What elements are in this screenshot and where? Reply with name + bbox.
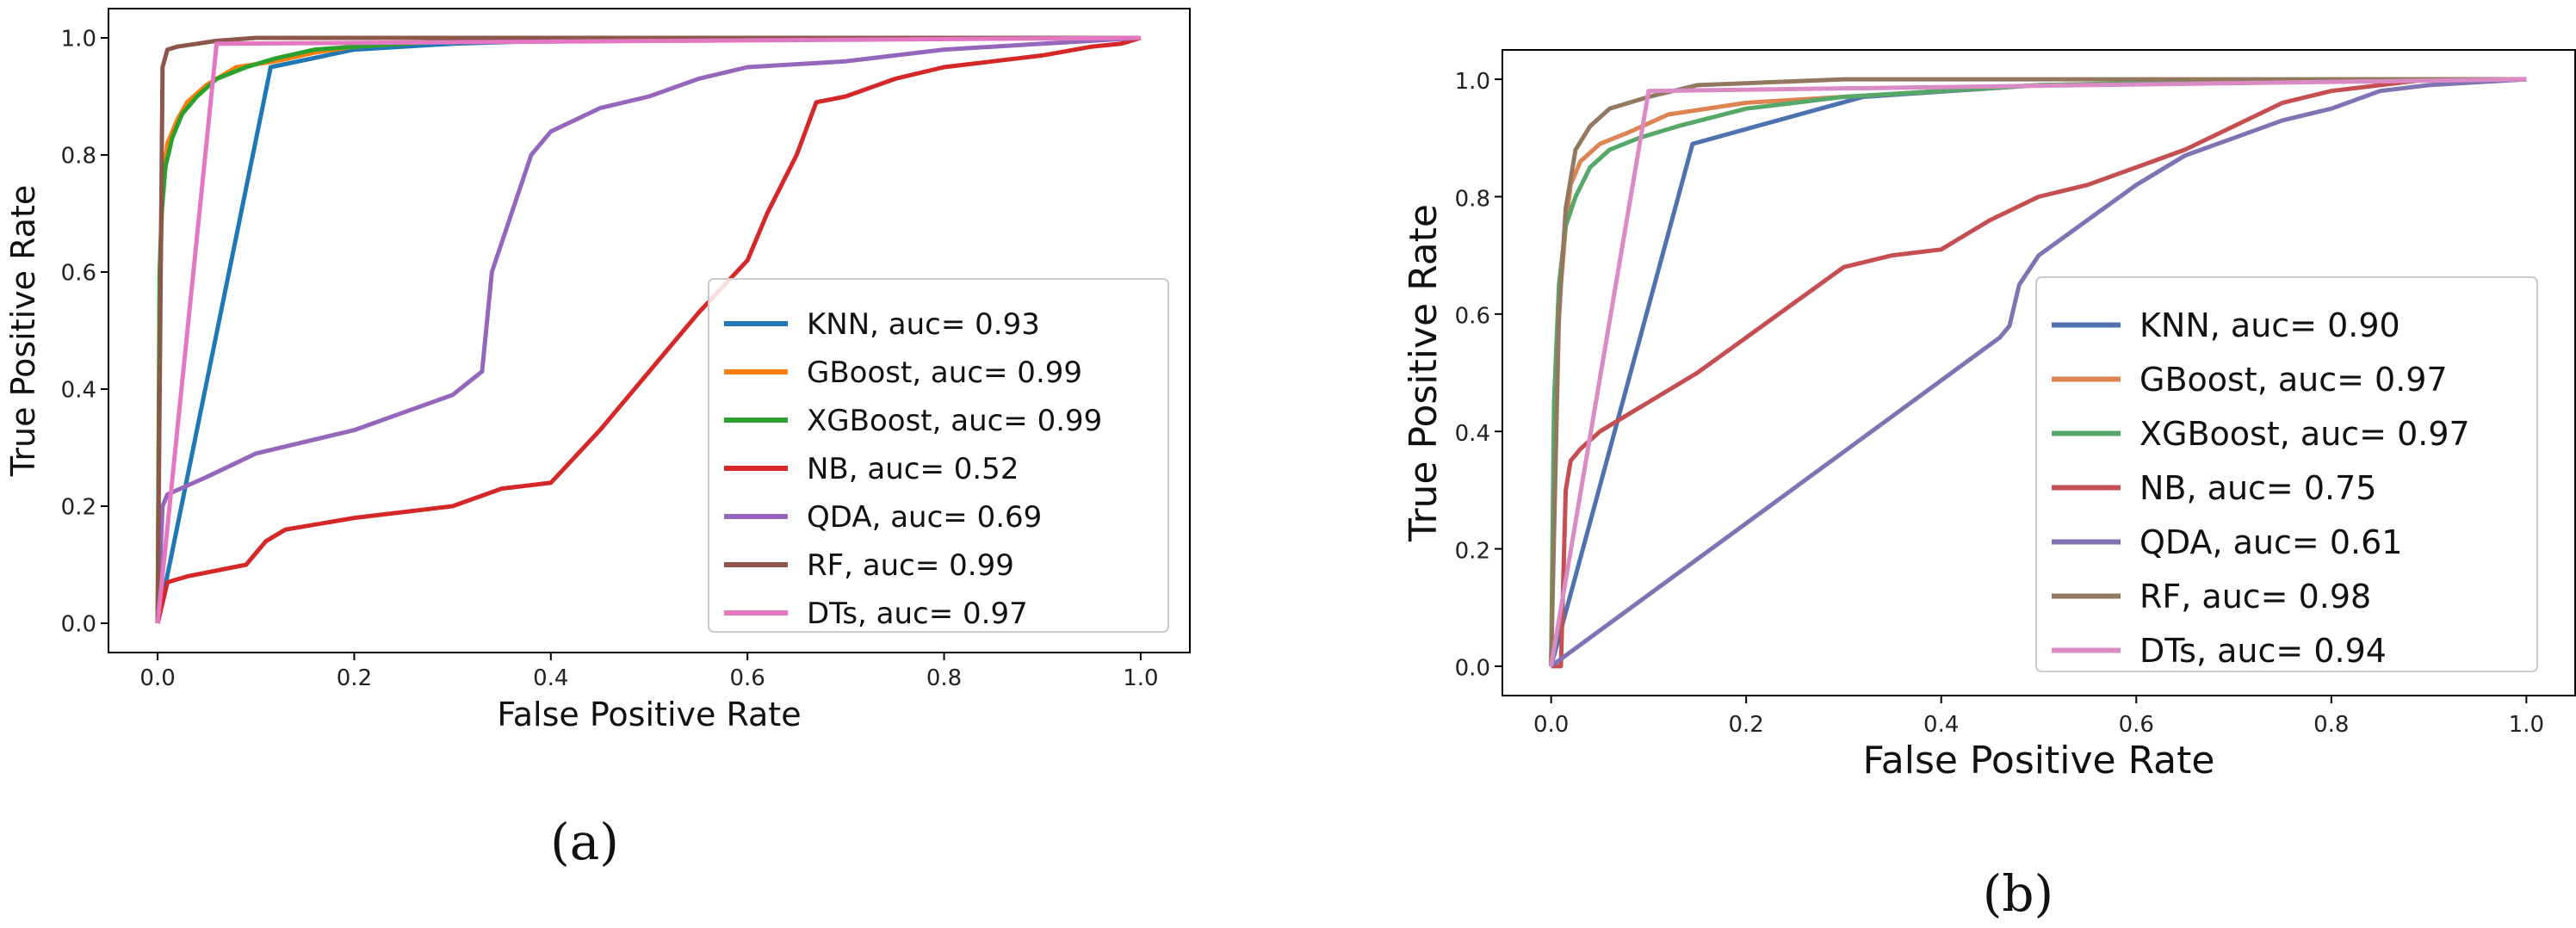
legend-label-xgboost: XGBoost, auc= 0.97 bbox=[2139, 415, 2470, 453]
legend-label-nb: NB, auc= 0.75 bbox=[2139, 469, 2376, 507]
x-tick-label: 0.0 bbox=[1533, 712, 1569, 738]
series-line-nb bbox=[155, 35, 1142, 624]
y-tick-label: 0.2 bbox=[1455, 538, 1490, 564]
panel-a-x-ticks: 0.0 0.2 0.4 0.6 0.8 1.0 bbox=[139, 653, 1159, 691]
panel-a-legend-box bbox=[708, 278, 1169, 633]
series-line-dts bbox=[155, 35, 1141, 624]
y-tick-label: 0.8 bbox=[61, 143, 96, 169]
y-tick-label: 0.4 bbox=[61, 377, 96, 403]
panel-b-legend-box bbox=[2035, 276, 2538, 672]
panel-a-caption: (a) bbox=[550, 813, 619, 871]
legend-label-rf: RF, auc= 0.99 bbox=[807, 548, 1014, 583]
series-line-rf bbox=[1549, 77, 2527, 666]
panel-a-y-axis-label: True Positive Rate bbox=[4, 185, 42, 478]
legend-label-gboost: GBoost, auc= 0.97 bbox=[2139, 361, 2448, 399]
panel-b-caption: (b) bbox=[1983, 864, 2053, 923]
panel-a-plot bbox=[155, 35, 1142, 624]
y-tick-label: 0.2 bbox=[61, 494, 96, 520]
panel-a-y-ticks: 0.0 0.2 0.4 0.6 0.8 1.0 bbox=[61, 26, 108, 637]
x-tick-label: 1.0 bbox=[1123, 665, 1158, 691]
legend-label-knn: KNN, auc= 0.90 bbox=[2139, 306, 2400, 344]
y-tick-label: 1.0 bbox=[1455, 69, 1490, 95]
y-tick-label: 0.6 bbox=[1455, 304, 1490, 330]
series-line-nb bbox=[1551, 77, 2527, 669]
legend-label-gboost: GBoost, auc= 0.99 bbox=[807, 356, 1082, 390]
legend-label-xgboost: XGBoost, auc= 0.99 bbox=[807, 404, 1102, 438]
legend-label-dts: DTs, auc= 0.94 bbox=[2139, 632, 2387, 670]
x-tick-label: 0.6 bbox=[2119, 712, 2154, 738]
panel-b-legend: KNN, auc= 0.90 GBoost, auc= 0.97 XGBoost, … bbox=[2035, 276, 2538, 672]
legend-label-rf: RF, auc= 0.98 bbox=[2139, 578, 2371, 616]
y-tick-label: 0.4 bbox=[1455, 421, 1490, 447]
legend-label-knn: KNN, auc= 0.93 bbox=[807, 307, 1040, 342]
x-tick-label: 0.2 bbox=[1729, 712, 1764, 738]
y-tick-label: 0.0 bbox=[61, 611, 96, 637]
series-line-qda bbox=[155, 35, 1142, 624]
series-line-qda bbox=[1550, 77, 2527, 668]
y-tick-label: 0.0 bbox=[1455, 656, 1490, 682]
series-line-dts bbox=[1549, 77, 2527, 667]
panel-a-axes-frame bbox=[108, 8, 1191, 653]
panel-b-y-axis-label: True Positive Rate bbox=[1402, 204, 1446, 542]
x-tick-label: 1.0 bbox=[2509, 712, 2544, 738]
panel-b-y-ticks: 0.0 0.2 0.4 0.6 0.8 1.0 bbox=[1455, 69, 1502, 682]
panel-a-legend-items: KNN, auc= 0.93 GBoost, auc= 0.99 XGBoost, … bbox=[724, 307, 1102, 631]
panel-a-legend: KNN, auc= 0.93 GBoost, auc= 0.99 XGBoost, … bbox=[708, 278, 1169, 633]
panel-a-x-axis-label: False Positive Rate bbox=[497, 696, 801, 733]
legend-label-nb: NB, auc= 0.52 bbox=[807, 452, 1019, 486]
panel-b-x-ticks: 0.0 0.2 0.4 0.6 0.8 1.0 bbox=[1533, 696, 2544, 738]
x-tick-label: 0.6 bbox=[730, 665, 765, 691]
y-tick-label: 0.6 bbox=[61, 260, 96, 286]
panel-b: 0.0 0.2 0.4 0.6 0.8 1.0 0.0 0.2 0.4 0.6 0.8 1.0 Fa… bbox=[1402, 49, 2576, 923]
x-tick-label: 0.8 bbox=[926, 665, 962, 691]
panel-b-plot bbox=[1549, 77, 2527, 669]
y-tick-label: 0.8 bbox=[1455, 186, 1490, 212]
legend-label-qda: QDA, auc= 0.69 bbox=[807, 500, 1042, 535]
legend-label-qda: QDA, auc= 0.61 bbox=[2139, 523, 2402, 561]
x-tick-label: 0.4 bbox=[1923, 712, 1959, 738]
y-tick-label: 1.0 bbox=[61, 26, 96, 52]
x-tick-label: 0.0 bbox=[139, 665, 175, 691]
panel-b-axes-frame bbox=[1502, 49, 2576, 696]
series-line-rf bbox=[155, 35, 1141, 624]
panel-a: 0.0 0.2 0.4 0.6 0.8 1.0 0.0 0.2 0.4 0.6 0.8 1.0 Fa… bbox=[4, 8, 1191, 871]
x-tick-label: 0.2 bbox=[337, 665, 372, 691]
x-tick-label: 0.8 bbox=[2313, 712, 2349, 738]
panel-b-x-axis-label: False Positive Rate bbox=[1863, 739, 2215, 783]
panel-b-legend-items: KNN, auc= 0.90 GBoost, auc= 0.97 XGBoost, … bbox=[2052, 306, 2470, 670]
legend-label-dts: DTs, auc= 0.97 bbox=[807, 597, 1028, 631]
x-tick-label: 0.4 bbox=[533, 665, 568, 691]
